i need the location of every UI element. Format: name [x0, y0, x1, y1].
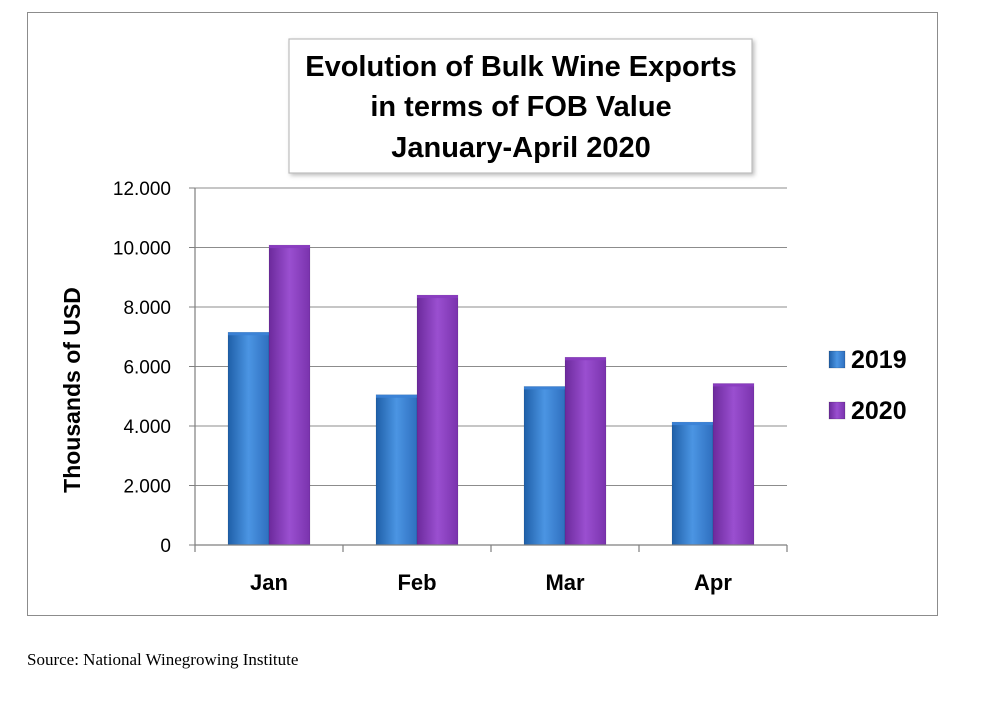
bar-2019-feb	[375, 394, 418, 546]
bar-2020-mar	[564, 356, 607, 546]
legend-label-2019: 2019	[851, 346, 907, 374]
y-tick-label: 12.000	[113, 179, 171, 200]
x-tick-label-mar: Mar	[545, 570, 585, 595]
bar-2019-apr	[671, 421, 714, 546]
x-tick-label-apr: Apr	[694, 570, 732, 595]
legend-swatch-2020	[828, 401, 846, 420]
y-tick-label: 8.000	[123, 298, 171, 319]
bar-top-highlight	[524, 386, 565, 390]
chart-title-line-3: January-April 2020	[391, 132, 651, 164]
bar-2020-jan	[268, 244, 311, 546]
bar-top-highlight	[672, 422, 713, 426]
y-tick-label: 2.000	[123, 477, 171, 498]
legend-label-2020: 2020	[851, 397, 907, 425]
x-tick-label-jan: Jan	[250, 570, 288, 595]
chart-title-box: Evolution of Bulk Wine Exports in terms …	[288, 38, 753, 174]
source-note: Source: National Winegrowing Institute	[27, 650, 299, 669]
bar-top-highlight	[269, 245, 310, 249]
y-tick-label: 4.000	[123, 417, 171, 438]
chart-title-line-2: in terms of FOB Value	[370, 91, 671, 123]
bar-2019-mar	[523, 386, 566, 546]
chart-title-line-1: Evolution of Bulk Wine Exports	[305, 51, 737, 83]
axes: 0 2.000 4.000 6.000 8.000 10.000 12.000 Jan Feb M…	[113, 179, 788, 595]
legend-swatch-2019	[828, 350, 846, 369]
bar-top-highlight	[376, 394, 417, 398]
bar-2020-feb	[416, 294, 459, 546]
bar-2019-jan	[227, 331, 270, 546]
y-axis-title: Thousands of USD	[59, 287, 85, 493]
bar-top-highlight	[417, 295, 458, 299]
y-tick-label: 0	[160, 536, 171, 557]
bar-top-highlight	[713, 383, 754, 387]
bar-top-highlight	[228, 332, 269, 336]
y-tick-label: 10.000	[113, 239, 171, 260]
y-tick-label: 6.000	[123, 358, 171, 379]
x-tick-label-feb: Feb	[397, 570, 436, 595]
bar-2020-apr	[712, 383, 755, 546]
bars	[227, 244, 755, 546]
legend: 2019 2020	[828, 346, 907, 425]
bar-top-highlight	[565, 357, 606, 361]
